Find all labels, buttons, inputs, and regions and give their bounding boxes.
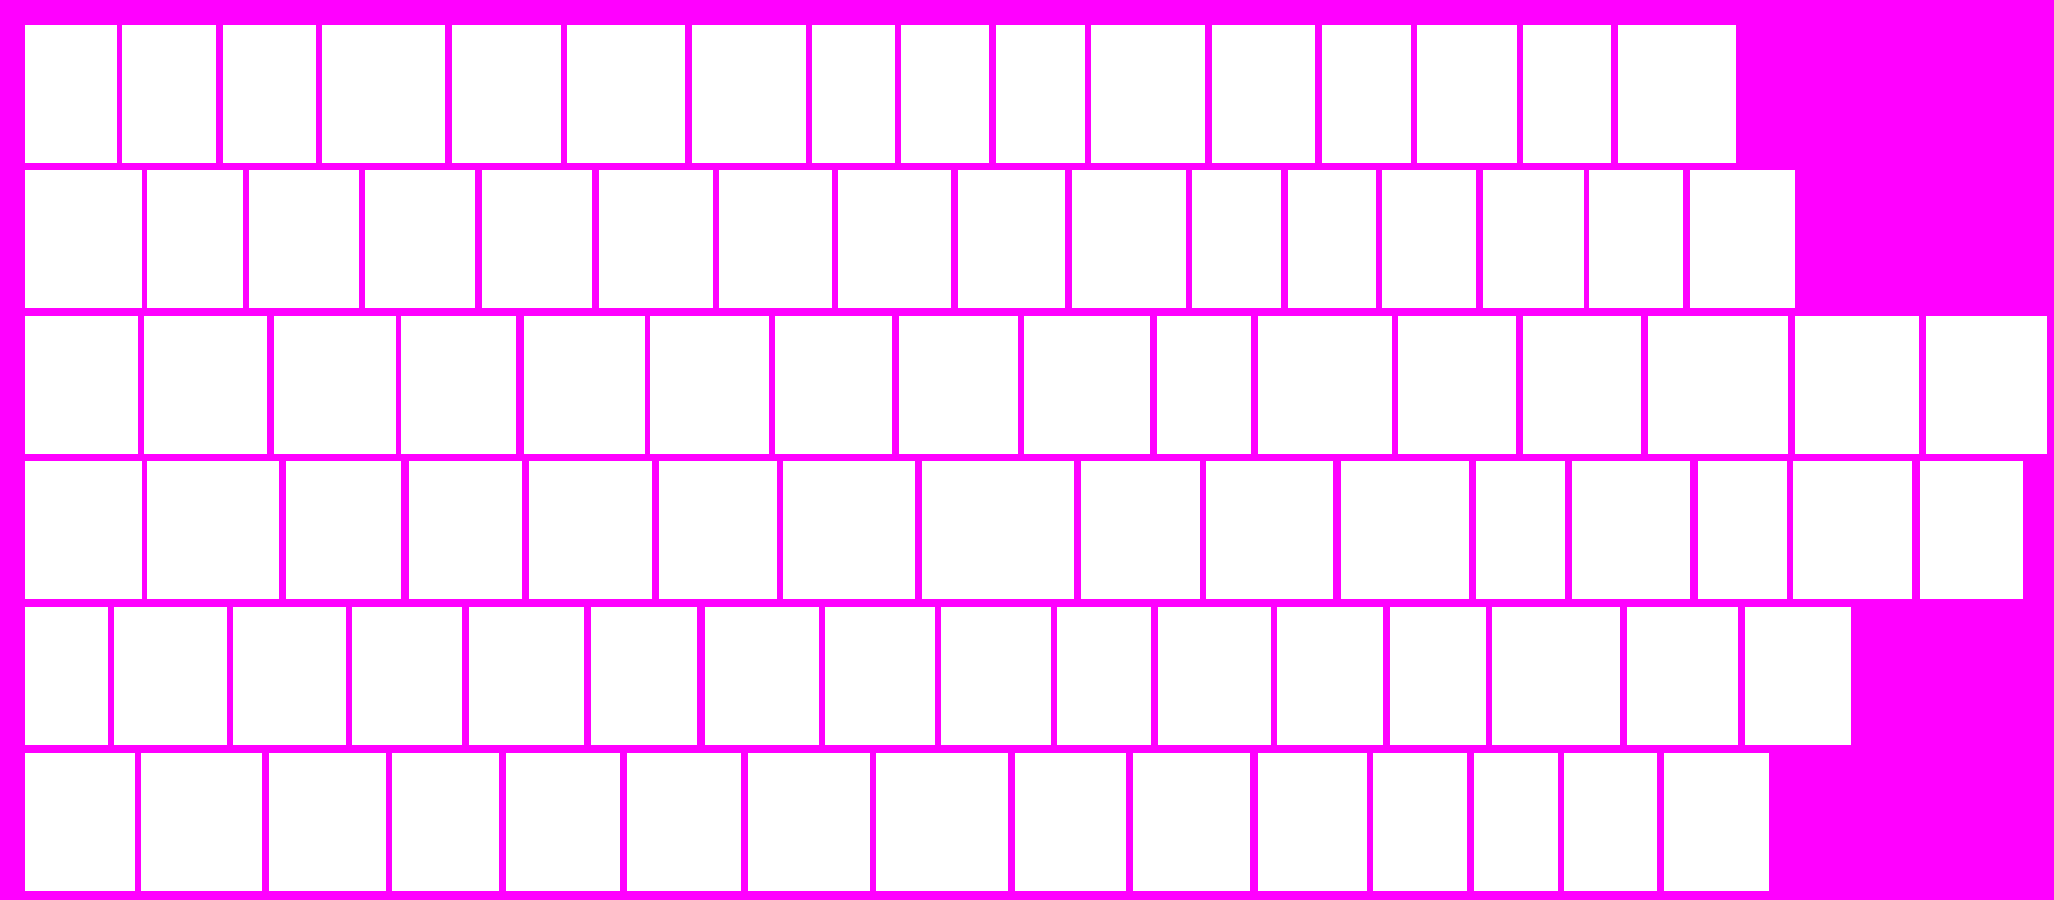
tile-r3-c1 <box>25 316 138 454</box>
tile-r1-c1 <box>25 25 117 163</box>
tile-r2-c16 <box>1690 170 1795 308</box>
tile-r6-c11 <box>1258 753 1367 891</box>
tile-r3-c2 <box>144 316 267 454</box>
tile-r2-c6 <box>599 170 713 308</box>
tile-r1-c10 <box>996 25 1085 163</box>
tile-r5-c6 <box>591 607 697 745</box>
tile-r3-c10 <box>1157 316 1251 454</box>
tile-r4-c10 <box>1206 461 1333 599</box>
tile-r4-c13 <box>1572 461 1690 599</box>
tile-r1-c7 <box>692 25 806 163</box>
tile-r3-c3 <box>274 316 396 454</box>
tile-r1-c8 <box>812 25 895 163</box>
tile-r5-c3 <box>233 607 346 745</box>
tile-r1-c3 <box>223 25 316 163</box>
tile-r4-c16 <box>1920 461 2023 599</box>
tile-r1-c13 <box>1322 25 1411 163</box>
tile-r3-c12 <box>1398 316 1516 454</box>
tile-r6-c13 <box>1474 753 1558 891</box>
tile-r2-c3 <box>249 170 359 308</box>
tile-r5-c5 <box>469 607 584 745</box>
tile-r6-c8 <box>876 753 1008 891</box>
tile-r3-c6 <box>650 316 769 454</box>
tile-r1-c6 <box>567 25 685 163</box>
tile-r6-c1 <box>25 753 135 891</box>
tile-r1-c4 <box>322 25 445 163</box>
tile-r2-c8 <box>838 170 951 308</box>
tile-r4-c2 <box>147 461 279 599</box>
tile-r4-c1 <box>25 461 142 599</box>
tile-r2-c14 <box>1483 170 1584 308</box>
tile-r3-c5 <box>524 316 645 454</box>
tile-r1-c16 <box>1618 25 1736 163</box>
tile-r6-c10 <box>1133 753 1250 891</box>
tile-r4-c5 <box>529 461 652 599</box>
tile-r5-c12 <box>1277 607 1383 745</box>
tile-r4-c8 <box>922 461 1074 599</box>
tile-r5-c15 <box>1627 607 1738 745</box>
tile-r5-c11 <box>1158 607 1271 745</box>
tile-r6-c5 <box>506 753 620 891</box>
tile-r1-c12 <box>1212 25 1315 163</box>
tile-r3-c8 <box>899 316 1018 454</box>
tile-r1-c14 <box>1417 25 1517 163</box>
tile-r3-c14 <box>1648 316 1788 454</box>
tile-r3-c15 <box>1795 316 1919 454</box>
tile-r4-c6 <box>659 461 777 599</box>
tile-r4-c15 <box>1793 461 1912 599</box>
tile-r1-c15 <box>1523 25 1611 163</box>
tile-r5-c9 <box>941 607 1051 745</box>
tile-r6-c14 <box>1564 753 1657 891</box>
tile-r4-c11 <box>1341 461 1469 599</box>
tile-r4-c7 <box>783 461 915 599</box>
tile-r5-c7 <box>705 607 819 745</box>
tile-r5-c10 <box>1057 607 1151 745</box>
tile-r2-c11 <box>1192 170 1281 308</box>
tile-r2-c10 <box>1072 170 1186 308</box>
tile-r4-c12 <box>1476 461 1565 599</box>
tile-r6-c15 <box>1664 753 1769 891</box>
tile-r4-c9 <box>1081 461 1200 599</box>
tile-r2-c2 <box>147 170 243 308</box>
tile-r6-c3 <box>269 753 386 891</box>
tile-r3-c16 <box>1926 316 2047 454</box>
tile-r3-c7 <box>775 316 892 454</box>
tile-r6-c9 <box>1015 753 1126 891</box>
tile-r1-c5 <box>452 25 561 163</box>
tile-r6-c4 <box>392 753 499 891</box>
tile-r3-c13 <box>1523 316 1641 454</box>
tile-r2-c15 <box>1589 170 1683 308</box>
tile-r6-c2 <box>141 753 262 891</box>
tile-r1-c11 <box>1091 25 1205 163</box>
tile-r1-c9 <box>901 25 989 163</box>
tile-r2-c9 <box>958 170 1065 308</box>
tile-r6-c12 <box>1373 753 1467 891</box>
tile-r2-c4 <box>365 170 475 308</box>
tile-r2-c7 <box>719 170 832 308</box>
tile-r2-c13 <box>1382 170 1476 308</box>
tile-r4-c4 <box>409 461 522 599</box>
tile-r5-c2 <box>114 607 227 745</box>
tile-r5-c13 <box>1390 607 1486 745</box>
tile-r6-c7 <box>748 753 870 891</box>
tile-r4-c3 <box>286 461 401 599</box>
tile-r5-c1 <box>25 607 108 745</box>
tile-r1-c2 <box>122 25 216 163</box>
tile-r5-c4 <box>352 607 462 745</box>
tile-r5-c14 <box>1492 607 1620 745</box>
tile-r2-c5 <box>482 170 592 308</box>
tile-r2-c12 <box>1288 170 1376 308</box>
tile-r4-c14 <box>1698 461 1787 599</box>
tile-r5-c8 <box>825 607 935 745</box>
tile-r3-c9 <box>1024 316 1150 454</box>
tile-r3-c4 <box>401 316 516 454</box>
tile-r3-c11 <box>1258 316 1392 454</box>
tile-r6-c6 <box>627 753 741 891</box>
tile-r5-c16 <box>1745 607 1851 745</box>
tile-r2-c1 <box>25 170 142 308</box>
